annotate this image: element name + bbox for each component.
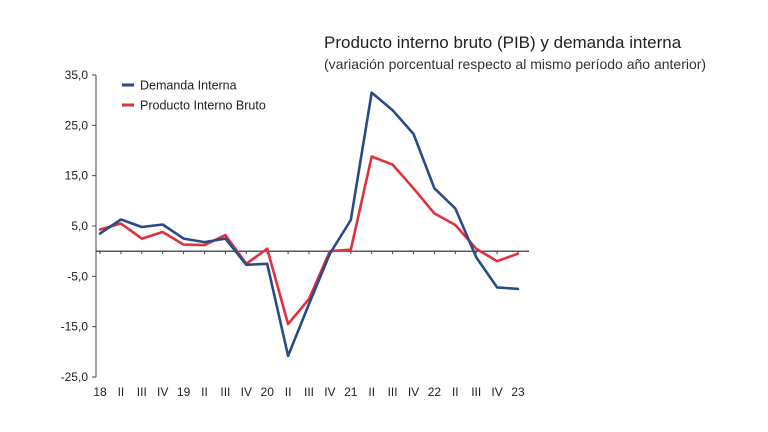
x-tick-label: III [388,385,398,399]
y-tick-label: 5,0 [71,219,88,233]
chart-title: Producto interno bruto (PIB) y demanda i… [324,33,682,52]
x-tick-label: IV [324,385,335,399]
x-tick-label: II [452,385,459,399]
x-tick-label: III [220,385,230,399]
x-tick-label: III [471,385,481,399]
series-line [98,91,520,358]
x-tick-label: 18 [93,385,107,399]
axes: 35,025,015,05,0-5,0-15,0-25,018 II III IV 19… [61,68,529,399]
x-tick-label: 23 [511,385,525,399]
x-tick-label: IV [491,385,502,399]
x-tick-label: II [201,385,208,399]
x-tick-label: III [304,385,314,399]
x-tick-label: 20 [261,385,275,399]
x-tick-label: IV [157,385,168,399]
legend-label: Producto Interno Bruto [140,99,266,113]
chart-subtitle: (variación porcentual respecto al mismo … [324,56,706,72]
x-tick-label: III [137,385,147,399]
y-tick-label: 15,0 [65,169,89,183]
x-tick-label: 19 [177,385,191,399]
series-lines [98,91,520,358]
legend: Demanda Interna Producto Interno Bruto [122,79,266,113]
legend-label: Demanda Interna [140,79,237,93]
y-tick-label: -15,0 [61,320,89,334]
y-tick-label: -5,0 [67,269,88,283]
series-line [98,155,520,326]
x-tick-label: IV [408,385,419,399]
y-tick-label: 35,0 [65,68,89,82]
x-tick-label: 22 [428,385,442,399]
x-tick-label: II [368,385,375,399]
x-tick-label: IV [241,385,252,399]
y-tick-label: 25,0 [65,118,89,132]
x-tick-label: 21 [344,385,358,399]
x-tick-label: II [118,385,125,399]
x-tick-label: II [285,385,292,399]
y-tick-label: -25,0 [61,370,89,384]
